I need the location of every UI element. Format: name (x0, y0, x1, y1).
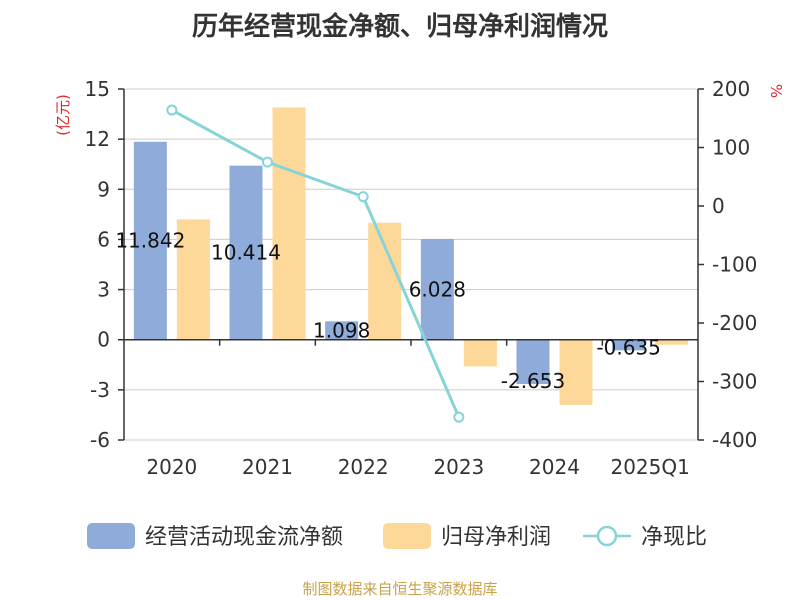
legend-item-net-cash-ratio-label: 净现比 (641, 525, 707, 550)
cashflow-data-label: 10.414 (211, 241, 281, 265)
legend-item-cashflow-label: 经营活动现金流净额 (145, 525, 343, 550)
net-cash-ratio-point (453, 411, 465, 423)
right-tick-label: 0 (712, 194, 725, 218)
left-tick-label: 6 (97, 227, 110, 251)
left-tick-label: 0 (97, 328, 110, 352)
net-profit-bar (272, 107, 306, 340)
right-tick-label: -300 (712, 370, 757, 394)
legend-item-cashflow-swatch (87, 523, 135, 549)
x-tick-label: 2020 (146, 455, 197, 479)
cashflow-bar (325, 321, 359, 340)
cashflow-bar (516, 339, 550, 385)
net-profit-bar (559, 339, 593, 405)
legend-item-net-profit-swatch (383, 523, 431, 549)
right-tick-label: 200 (712, 77, 750, 101)
legend-item-net-profit-label: 归母净利润 (441, 525, 551, 550)
legend-item-net-cash-ratio-marker (596, 525, 618, 547)
net-cash-ratio-point (166, 104, 178, 116)
net-profit-bar (368, 222, 402, 340)
cashflow-data-label: 11.842 (115, 229, 185, 253)
net-profit-bar (655, 339, 689, 345)
net-cash-ratio-point (357, 191, 369, 203)
cashflow-data-label: -0.635 (596, 335, 660, 359)
right-tick-label: -400 (712, 428, 757, 452)
right-tick-label: 100 (712, 136, 750, 160)
chart-title: 历年经营现金净额、归母净利润情况 (191, 12, 608, 42)
cashflow-bar (133, 141, 167, 340)
cashflow-bar (612, 339, 646, 351)
cashflow-data-label: -2.653 (501, 369, 565, 393)
net-profit-bar (463, 339, 497, 367)
x-tick-label: 2025Q1 (610, 455, 689, 479)
cashflow-bar (420, 238, 454, 340)
net-profit-bar (176, 219, 210, 340)
left-tick-label: -3 (90, 378, 110, 402)
left-tick-label: 15 (85, 77, 110, 101)
left-tick-label: 12 (85, 127, 110, 151)
x-tick-label: 2024 (529, 455, 580, 479)
left-tick-label: 3 (97, 278, 110, 302)
net-cash-ratio-line (171, 108, 461, 418)
left-tick-label: -6 (90, 428, 110, 452)
right-axis-unit-label: % (767, 84, 785, 98)
source-note: 制图数据来自恒生聚源数据库 (302, 580, 498, 598)
right-tick-label: -100 (712, 253, 757, 277)
cashflow-data-label: 1.098 (313, 319, 370, 343)
right-tick-label: -200 (712, 311, 757, 335)
cashflow-bar (229, 165, 263, 340)
x-tick-label: 2021 (242, 455, 293, 479)
cashflow-data-label: 6.028 (409, 277, 466, 301)
net-cash-ratio-point (262, 156, 273, 168)
left-tick-label: 9 (97, 177, 110, 201)
left-axis-unit-label: (亿元) (54, 94, 72, 136)
x-tick-label: 2022 (338, 455, 389, 479)
x-tick-label: 2023 (433, 455, 484, 479)
